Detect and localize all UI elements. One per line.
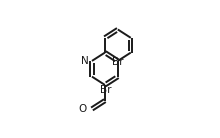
- Text: N: N: [81, 56, 89, 66]
- Text: Br: Br: [112, 57, 124, 67]
- Text: Br: Br: [100, 85, 112, 95]
- Text: O: O: [78, 104, 86, 114]
